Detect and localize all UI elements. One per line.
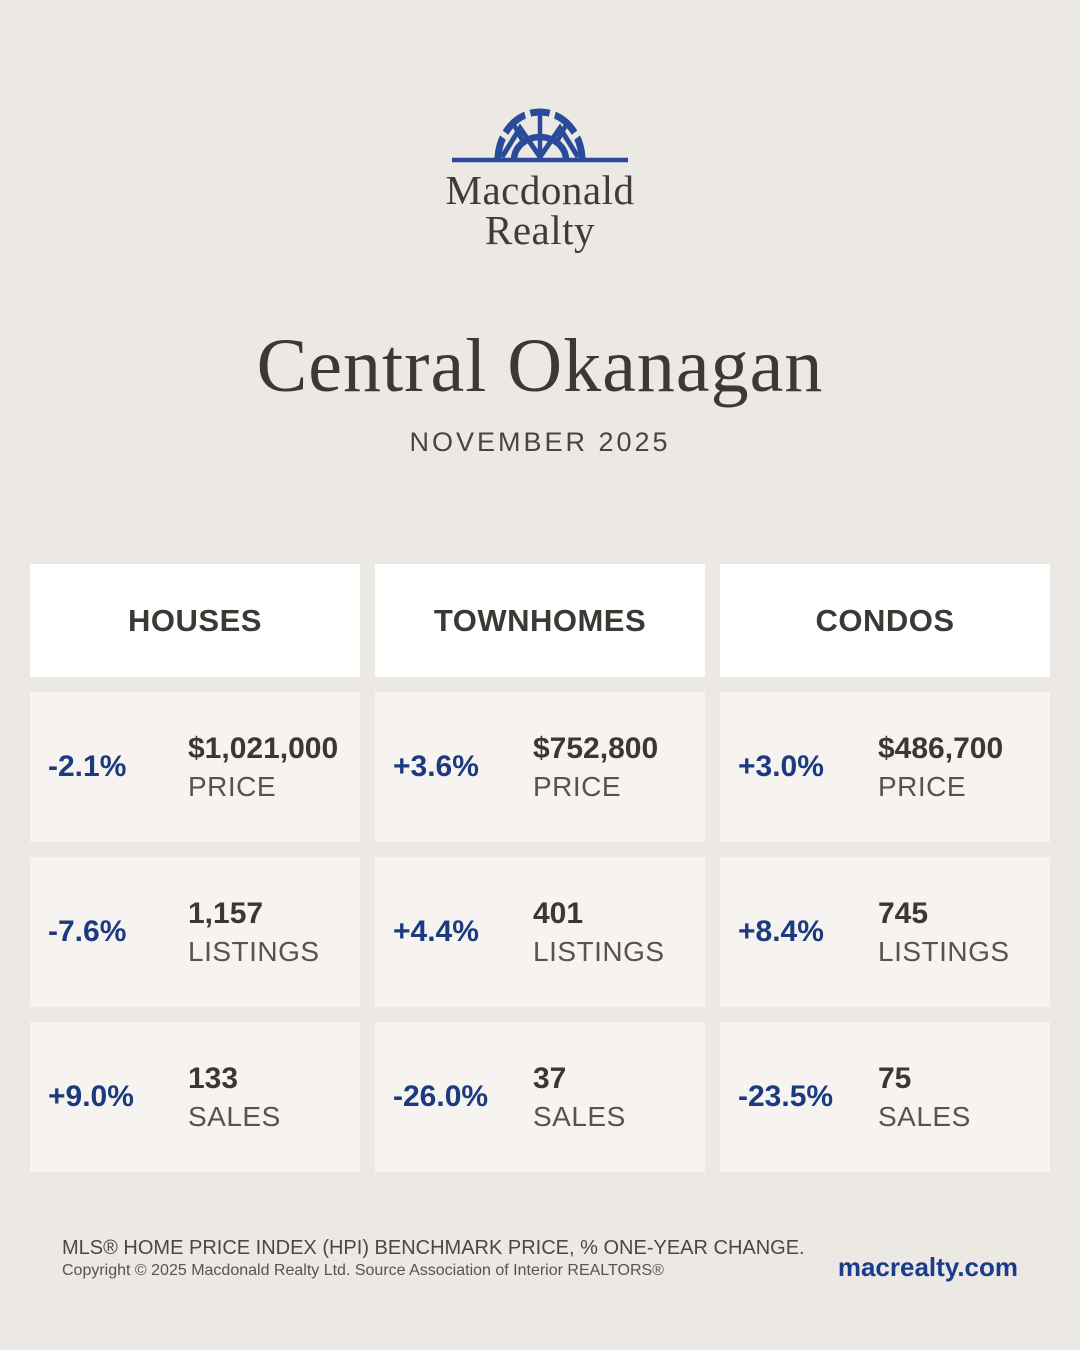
stat-label: PRICE [533,770,622,802]
stat-value: $486,700 [878,731,1004,765]
report-month: NOVEMBER 2025 [409,427,671,457]
region-title: Central Okanagan [256,324,824,408]
stat-label: LISTINGS [533,935,665,967]
category-header-condos: CONDOS [720,564,1050,677]
stat-card-houses-sales: +9.0% 133 SALES [30,1022,360,1172]
stats-grid: HOUSES -2.1% $1,021,000 PRICE -7.6% 1,15… [30,564,1050,1172]
category-header-townhomes: TOWNHOMES [375,564,705,677]
stat-card-houses-price: -2.1% $1,021,000 PRICE [30,692,360,842]
footer: MLS® HOME PRICE INDEX (HPI) BENCHMARK PR… [62,1236,1018,1282]
stat-label: LISTINGS [878,935,1010,967]
change-percent: -2.1% [48,750,127,783]
brand-wordmark: Macdonald Realty [0,167,1080,253]
stat-card-townhomes-listings: +4.4% 401 LISTINGS [375,857,705,1007]
stat-value: 133 [188,1061,239,1095]
stat-card-condos-price: +3.0% $486,700 PRICE [720,692,1050,842]
stat-value: 401 [533,896,584,930]
stat-value: $1,021,000 [188,731,339,765]
footer-notes: MLS® HOME PRICE INDEX (HPI) BENCHMARK PR… [62,1236,805,1282]
stat-card-condos-listings: +8.4% 745 LISTINGS [720,857,1050,1007]
brand-wordmark-line1: Macdonald [445,167,635,213]
column-houses: HOUSES -2.1% $1,021,000 PRICE -7.6% 1,15… [30,564,360,1172]
stat-label: PRICE [188,770,277,802]
website-link[interactable]: macrealty.com [837,1252,1018,1282]
column-townhomes: TOWNHOMES +3.6% $752,800 PRICE +4.4% 401… [375,564,705,1172]
stat-label: SALES [533,1100,626,1132]
change-percent: -26.0% [393,1080,489,1113]
stat-value: 75 [878,1061,912,1095]
change-percent: +8.4% [738,915,824,948]
stat-card-townhomes-sales: -26.0% 37 SALES [375,1022,705,1172]
change-percent: +3.0% [738,750,824,783]
change-percent: -23.5% [738,1080,834,1113]
hpi-note: MLS® HOME PRICE INDEX (HPI) BENCHMARK PR… [62,1237,805,1259]
change-percent: +3.6% [393,750,479,783]
change-percent: +9.0% [48,1080,134,1113]
change-percent: +4.4% [393,915,479,948]
stat-label: LISTINGS [188,935,320,967]
copyright-line: Copyright © 2025 Macdonald Realty Ltd. S… [62,1262,664,1279]
category-header-houses: HOUSES [30,564,360,677]
stat-card-houses-listings: -7.6% 1,157 LISTINGS [30,857,360,1007]
stat-value: $752,800 [533,731,659,765]
stat-value: 745 [878,896,929,930]
stat-label: PRICE [878,770,967,802]
stat-value: 1,157 [188,896,264,930]
column-condos: CONDOS +3.0% $486,700 PRICE +8.4% 745 LI… [720,564,1050,1172]
brand-wordmark-line2: Realty [484,207,596,253]
brand-block: Macdonald Realty [0,0,1080,253]
macdonald-realty-fanlight-icon [452,102,628,163]
change-percent: -7.6% [48,915,127,948]
stat-label: SALES [188,1100,281,1132]
stat-card-condos-sales: -23.5% 75 SALES [720,1022,1050,1172]
stat-label: SALES [878,1100,971,1132]
stat-value: 37 [533,1061,567,1095]
stat-card-townhomes-price: +3.6% $752,800 PRICE [375,692,705,842]
